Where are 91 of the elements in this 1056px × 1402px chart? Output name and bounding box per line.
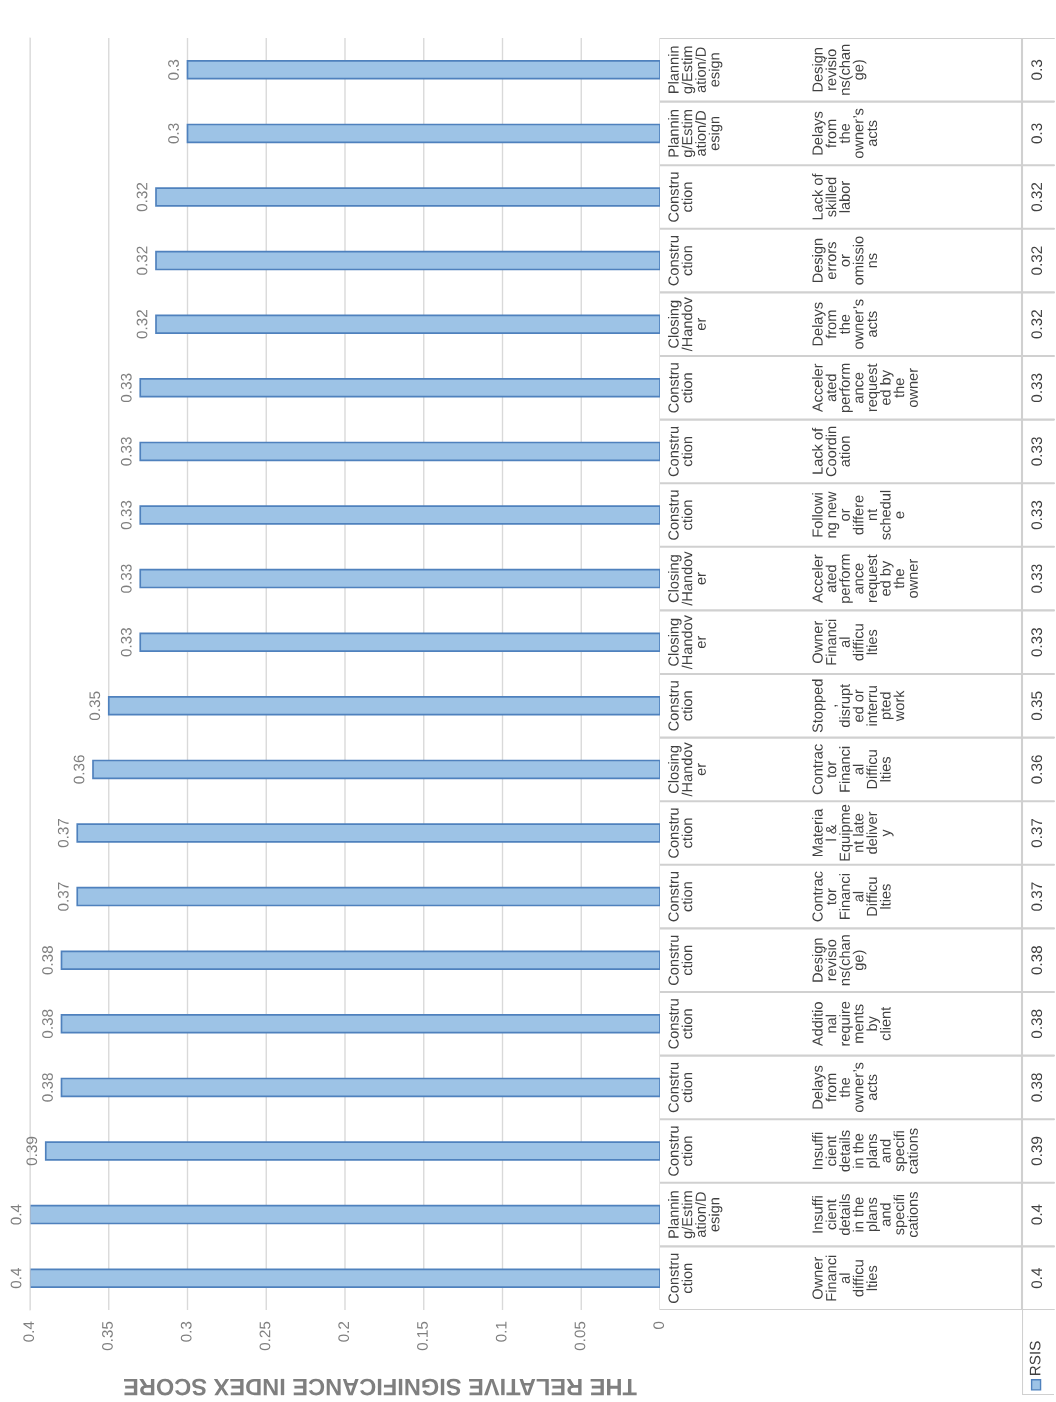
bar (139, 632, 660, 652)
data-label: 0.32 (136, 182, 148, 212)
bar (139, 441, 660, 462)
bar (30, 1268, 660, 1288)
bar (92, 759, 660, 780)
category-label: Construction Owner Financial difficulties (668, 1253, 878, 1303)
text: 0.37 (1031, 818, 1043, 848)
x-tick-label: 0.25 (259, 1321, 271, 1351)
text: 0.35 (1031, 691, 1043, 721)
data-label: 0.37 (57, 818, 69, 848)
category-label: Planning/Estimation/Design Design revisions(change) (668, 44, 867, 95)
category-label: Construction Following new or different schedule (668, 490, 905, 540)
bar (107, 696, 660, 716)
category-label: Construction Lack of skilled labor (668, 172, 850, 222)
category-label: Construction Stopped, disrupted or interrupted work (668, 679, 905, 733)
category-label: Construction Contractor Financial Difficulties (668, 871, 891, 922)
category-label: Closing/Handover Delays from the owner’s acts (668, 297, 878, 352)
data-label: 0.33 (120, 437, 132, 466)
data-label: 0.37 (57, 882, 69, 911)
text: 0.38 (1031, 1073, 1043, 1102)
category-label: Closing/Handover Contractor Financial Difficulties (668, 742, 891, 797)
category-label: Construction Design revisions(change) (668, 935, 867, 986)
text: 0.39 (1031, 1136, 1043, 1166)
bar (139, 505, 660, 525)
bar (30, 1204, 660, 1225)
bar (139, 568, 660, 589)
data-label: 0.38 (42, 946, 53, 975)
category-label: Construction Additional requirements by client (668, 999, 891, 1049)
bar (76, 886, 660, 907)
data-label: 0.38 (42, 1073, 53, 1102)
text: 0.36 (1031, 755, 1043, 784)
category-label: Closing/Handover Owner Financial difficulties (668, 615, 878, 670)
x-tick-label: 0 (653, 1321, 665, 1330)
category-label: Closing/Handover Accelerated performance requested by the owner (668, 551, 918, 606)
text: 0.32 (1031, 182, 1043, 212)
bar (60, 1077, 660, 1098)
text: 0.4 (1031, 1268, 1043, 1289)
x-tick-label: 0.3 (180, 1321, 192, 1342)
data-label: 0.32 (136, 246, 148, 275)
data-label: 0.33 (120, 564, 132, 593)
text: 0.37 (1031, 882, 1043, 911)
data-label: 0.32 (136, 310, 148, 339)
data-label: 0.33 (120, 373, 132, 403)
bar (44, 1141, 660, 1161)
x-tick-label: 0.2 (338, 1321, 350, 1342)
category-label: Construction Delays from the owner’s acts (668, 1062, 878, 1113)
x-tick-label: 0.1 (495, 1321, 507, 1342)
data-label: 0.36 (73, 755, 85, 784)
bar (76, 823, 660, 843)
text: 0.38 (1031, 946, 1043, 975)
data-label: 0.3 (168, 123, 179, 144)
text: 0.4 (1031, 1204, 1043, 1225)
category-label: Construction Insufficient details in the plans and specifications (668, 1126, 918, 1176)
text: 0.3 (1031, 123, 1043, 144)
category-label: Construction Lack of Coordination (668, 426, 850, 477)
bar (155, 314, 660, 334)
x-axis-title: THE RELATIVE SIGNIFICANCE INDEX SCORE (124, 1378, 637, 1396)
category-label: Construction Design errors or omissions (668, 236, 878, 286)
text: 0.32 (1031, 246, 1043, 275)
bar (60, 950, 660, 970)
text: 0.38 (1031, 1009, 1043, 1039)
text: RSIS (1029, 1341, 1041, 1376)
data-label: 0.4 (10, 1204, 22, 1225)
text: 0.32 (1031, 310, 1043, 339)
bar (186, 60, 660, 80)
text: 0.3 (1031, 59, 1043, 80)
data-label: 0.38 (42, 1009, 53, 1039)
category-label: Construction Accelerated performance requested by the owner (668, 363, 918, 413)
bar (186, 123, 660, 144)
x-tick-label: 0.15 (417, 1321, 428, 1351)
data-label: 0.33 (120, 500, 132, 530)
text: 0.33 (1031, 373, 1043, 403)
bar (155, 250, 660, 271)
data-label: 0.33 (120, 628, 132, 657)
data-label: 0.35 (89, 691, 101, 721)
x-tick-label: 0.05 (574, 1321, 586, 1351)
text: 0.33 (1031, 500, 1043, 530)
bar (139, 378, 660, 398)
text: 0.33 (1031, 628, 1043, 657)
category-label: Planning/Estimation/Design Insufficient details in the plans and specifications (668, 1191, 918, 1239)
x-tick-label: 0.4 (23, 1321, 35, 1342)
text: 0.33 (1031, 437, 1043, 466)
x-tick-label: 0.35 (102, 1321, 113, 1351)
bar (155, 187, 660, 207)
data-label: 0.4 (10, 1268, 22, 1289)
category-label: Planning/Estimation/Design Delays from the owner’s acts (668, 108, 878, 159)
category-label: Construction Material & Equipment late delivery (668, 804, 894, 861)
data-label: 0.3 (168, 59, 179, 80)
bar (60, 1014, 660, 1034)
text: 0.33 (1031, 564, 1043, 593)
data-label: 0.39 (26, 1136, 38, 1166)
